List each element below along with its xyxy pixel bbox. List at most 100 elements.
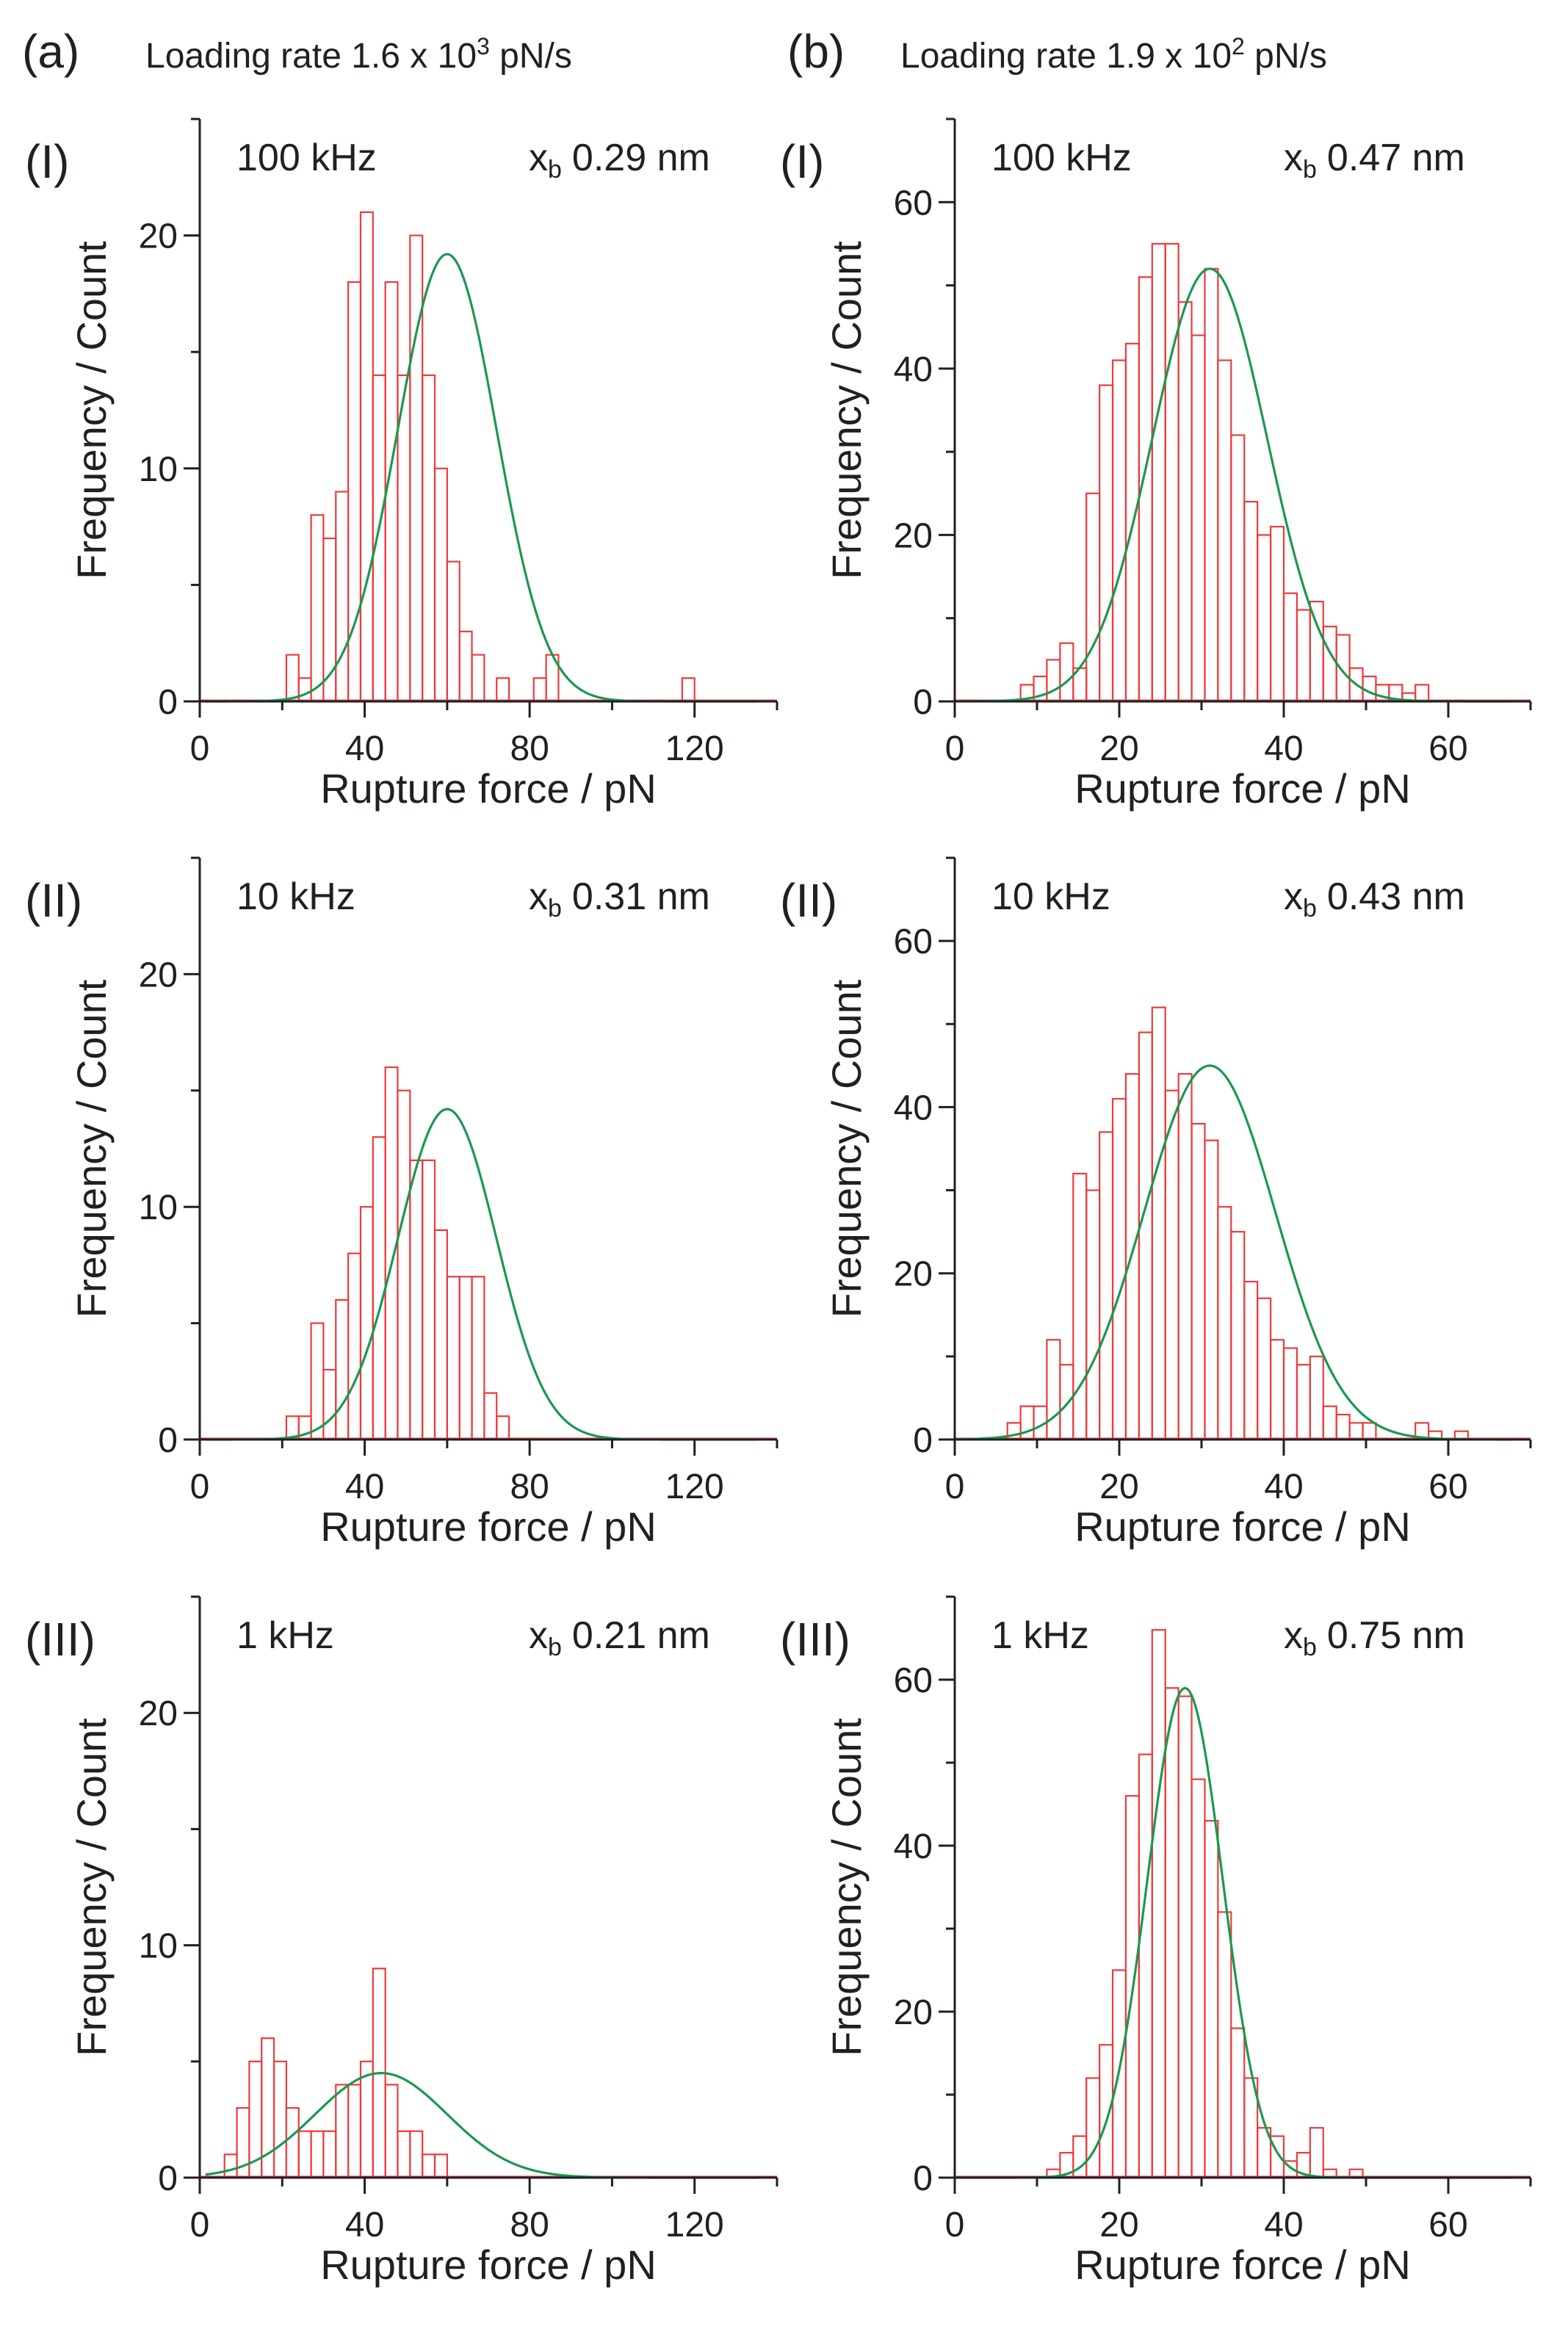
column-title-a-pre: Loading rate 1.6 x 10 [145, 37, 477, 76]
histogram-bar [1309, 2127, 1324, 2179]
histogram-bar [1019, 1405, 1035, 1441]
histogram-bar [1204, 267, 1219, 703]
frequency-label: 1 kHz [991, 1614, 1089, 1657]
fit-curve [205, 1108, 757, 1441]
xb-value: 0.47 nm [1327, 137, 1465, 179]
xb-label: xb 0.31 nm [529, 875, 710, 922]
column-title-a-post: pN/s [490, 37, 572, 76]
column-header-b: (b) Loading rate 1.9 x 102 pN/s [787, 25, 1327, 78]
y-tick-label: 20 [894, 1993, 933, 2032]
y-tick-label: 60 [894, 1661, 933, 1700]
xb-label: xb 0.29 nm [529, 137, 710, 184]
y-tick-label: 0 [158, 683, 178, 722]
histogram-bar [335, 491, 350, 703]
panel-roman-label: (II) [25, 874, 82, 927]
x-tick-label: 120 [665, 729, 724, 768]
xb-symbol: x [1284, 875, 1303, 918]
x-axis-label: Rupture force / pN [320, 1503, 657, 1550]
y-tick-label: 20 [139, 1694, 178, 1733]
histogram-bar [1046, 1339, 1061, 1441]
histogram-bar [681, 677, 696, 703]
histogram-bar [433, 2153, 448, 2179]
x-tick-label: 0 [190, 1467, 210, 1506]
histogram-bar [532, 677, 547, 703]
column-title-b-post: pN/s [1245, 37, 1327, 76]
histogram-bar [384, 1066, 399, 1441]
histogram-bar [446, 560, 460, 703]
y-axis-label: Frequency / Count [68, 241, 115, 579]
histogram-bar [1138, 1753, 1153, 2179]
histogram-bar [1335, 634, 1351, 703]
histogram-bar [1164, 242, 1179, 703]
y-tick-label: 10 [139, 1927, 178, 1966]
histogram-bar [397, 2130, 411, 2179]
histogram-bar [422, 374, 436, 703]
histogram-panel-1: 0 40 80 120 0 10 20 Rupture force / pN Frequency… [25, 118, 778, 812]
histogram-bar [1085, 492, 1101, 703]
x-tick-label: 40 [1264, 2206, 1303, 2244]
histogram-bar [1217, 1911, 1232, 2179]
xb-symbol: x [529, 1614, 548, 1657]
panel-letter-a: (a) [22, 25, 79, 78]
y-axis-label: Frequency / Count [68, 1718, 115, 2056]
x-tick-label: 60 [1428, 1467, 1467, 1506]
histogram-bar [372, 374, 386, 703]
xb-subscript: b [548, 1633, 562, 1661]
histogram-bar [1072, 1172, 1088, 1441]
histogram-bar [1282, 1347, 1298, 1441]
histogram-bar [1138, 1031, 1153, 1441]
x-tick-label: 20 [1099, 1467, 1138, 1506]
frequency-label: 100 kHz [236, 137, 377, 179]
xb-symbol: x [1284, 137, 1303, 179]
panel-roman-label: (III) [780, 1613, 850, 1666]
histogram-bar [1362, 1422, 1377, 1441]
histogram-bar [409, 234, 424, 703]
xb-subscript: b [548, 895, 562, 922]
histogram-bar [1269, 1339, 1285, 1441]
histogram-bar [1204, 1139, 1219, 1441]
x-tick-label: 120 [665, 1467, 724, 1506]
histogram-bar [1269, 525, 1285, 703]
histogram-bar [1309, 600, 1324, 703]
fit-curve [205, 253, 757, 703]
histogram-bar [359, 2060, 374, 2179]
histogram-bar [335, 2084, 350, 2179]
xb-subscript: b [1303, 156, 1317, 184]
histogram-bar [1257, 534, 1272, 703]
y-tick-label: 0 [913, 683, 933, 722]
histogram-bar [471, 654, 485, 703]
x-tick-label: 120 [665, 2206, 724, 2244]
xb-symbol: x [529, 137, 548, 179]
histogram-bar [1282, 592, 1298, 703]
histogram-bar [384, 2084, 399, 2179]
histogram-bar [1415, 684, 1430, 703]
histogram-bar [285, 654, 300, 703]
y-tick-label: 10 [139, 1188, 178, 1227]
histogram-bar [347, 1252, 362, 1441]
y-tick-label: 20 [139, 217, 178, 256]
histogram-bar [471, 1276, 485, 1441]
column-title-b: Loading rate 1.9 x 102 pN/s [900, 33, 1327, 76]
histogram-bar [285, 2106, 300, 2179]
histogram-bar [1151, 242, 1166, 703]
histogram-bar [1099, 384, 1114, 703]
xb-subscript: b [1303, 895, 1317, 922]
histogram-bar [458, 1276, 473, 1441]
fit-curve [960, 1686, 1511, 2179]
panel-roman-label: (II) [780, 874, 837, 927]
x-tick-label: 20 [1099, 2206, 1138, 2244]
panel-roman-label: (I) [25, 135, 69, 188]
histogram-bar [310, 2130, 325, 2179]
panel-letter-b: (b) [787, 25, 845, 78]
histogram-bar [1375, 684, 1390, 703]
xb-value: 0.75 nm [1327, 1614, 1465, 1657]
x-axis-label: Rupture force / pN [320, 765, 657, 812]
histogram-bar [1111, 359, 1127, 703]
column-title-a-sup: 3 [477, 33, 490, 59]
frequency-label: 10 kHz [991, 875, 1110, 918]
x-tick-label: 0 [945, 2206, 965, 2244]
histogram-bar [1177, 301, 1193, 703]
fit-curve [960, 267, 1511, 703]
y-tick-label: 0 [158, 2159, 178, 2198]
